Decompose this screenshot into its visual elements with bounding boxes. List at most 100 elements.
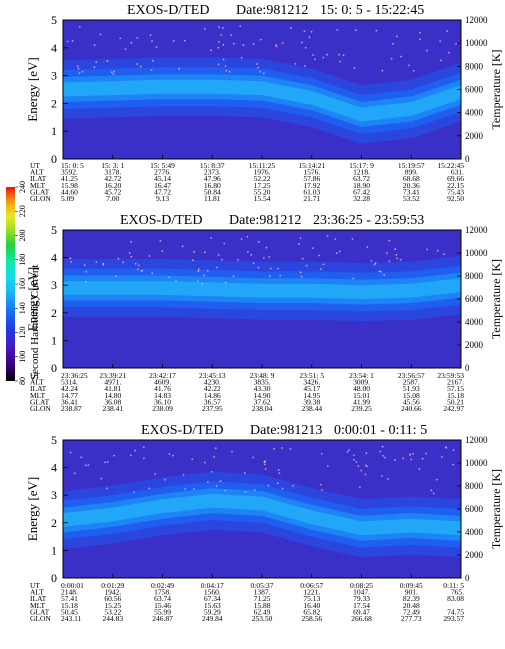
table-cell: 1221. xyxy=(303,588,320,597)
temperature-point xyxy=(244,491,247,493)
table-cell: 14.90 xyxy=(254,391,271,400)
temperature-point xyxy=(281,42,284,44)
temperature-point xyxy=(326,235,329,238)
table-cell: 237.95 xyxy=(202,404,223,413)
temperature-point xyxy=(151,40,153,42)
table-cell: 42.22 xyxy=(204,384,221,393)
temperature-point xyxy=(335,252,338,255)
panel-1-plot: 0 1 2 3 4 5 Energy [eV] 0 2000 4000 6000 8000 10000 1… xyxy=(25,13,503,203)
temperature-point xyxy=(448,51,450,54)
temperature-point xyxy=(303,30,306,32)
table-cell: 55.99 xyxy=(154,607,171,616)
colorbar-tick-label: 180 xyxy=(18,254,27,266)
table-row-label: UT xyxy=(30,581,40,590)
table-cell: 15.54 xyxy=(254,194,271,203)
temperature-point xyxy=(217,254,220,256)
temperature-point xyxy=(243,472,246,474)
table-cell: 63.72 xyxy=(353,174,370,183)
table-cell: 83.08 xyxy=(447,594,464,603)
table-cell: 62.49 xyxy=(254,607,271,616)
table-cell: 15: 0: 5 xyxy=(61,161,84,170)
table-cell: 15:22:45 xyxy=(437,161,464,170)
temperature-point xyxy=(124,48,127,51)
temperature-point xyxy=(299,237,302,240)
temperature-point xyxy=(164,478,167,481)
y-tick-label: 1 xyxy=(51,543,57,557)
temperature-point xyxy=(250,253,253,256)
table-cell: 253.50 xyxy=(252,614,273,623)
y2-tick-label: 2000 xyxy=(465,131,484,141)
temperature-point xyxy=(122,261,124,264)
table-cell: 2776. xyxy=(154,168,171,177)
table-row-label: ILAT xyxy=(30,594,47,603)
temperature-point xyxy=(380,270,382,273)
table-cell: 41.81 xyxy=(104,384,121,393)
table-row-label: GLON xyxy=(30,614,51,623)
temperature-point xyxy=(259,38,262,41)
temperature-point xyxy=(206,269,209,272)
temperature-point xyxy=(374,262,377,265)
panel-3-title-date: Date:981213 xyxy=(250,423,322,438)
y-axis-label: Energy [eV] xyxy=(25,477,40,541)
table-cell: 50.21 xyxy=(447,397,464,406)
table-cell: 47.72 xyxy=(154,187,171,196)
temperature-point xyxy=(408,64,410,67)
temperature-point xyxy=(114,275,117,278)
temperature-point xyxy=(310,30,313,33)
colorbar: 80 100 120 140 160 180 200 220 240 Second Harmon… xyxy=(6,181,41,385)
temperature-point xyxy=(339,60,342,63)
table-cell: 82.39 xyxy=(403,594,420,603)
y2-tick-label: 0 xyxy=(465,154,470,164)
table-cell: 15: 5:49 xyxy=(150,161,175,170)
table-cell: 36.08 xyxy=(104,397,121,406)
temperature-point xyxy=(277,267,279,270)
temperature-point xyxy=(305,264,308,267)
temperature-point xyxy=(308,36,311,39)
temperature-point xyxy=(213,455,216,458)
temperature-point xyxy=(222,58,225,61)
table-cell: 15.46 xyxy=(154,601,171,610)
temperature-point xyxy=(294,63,297,65)
temperature-point xyxy=(336,29,339,31)
temperature-point xyxy=(172,40,175,42)
y-tick-label: 3 xyxy=(51,278,57,292)
table-row-label: ALT xyxy=(30,378,44,387)
table-cell: 15:17: 9 xyxy=(349,161,374,170)
table-cell: 901. xyxy=(405,588,418,597)
colorbar-tick-label: 160 xyxy=(18,278,27,290)
temperature-point xyxy=(178,67,181,70)
temperature-point xyxy=(106,60,109,63)
table-cell: 11.81 xyxy=(204,194,221,203)
temperature-point xyxy=(273,447,275,450)
temperature-point xyxy=(222,27,225,29)
table-row-label: ALT xyxy=(30,168,44,177)
table-cell: 57.15 xyxy=(447,384,464,393)
temperature-point xyxy=(85,270,87,273)
table-cell: 0:06:57 xyxy=(300,581,323,590)
table-cell: 1047. xyxy=(353,588,370,597)
energy-band xyxy=(63,79,461,122)
temperature-point xyxy=(452,449,455,451)
temperature-point xyxy=(319,268,322,270)
temperature-point xyxy=(252,43,255,45)
table-cell: 15: 8:37 xyxy=(200,161,225,170)
temperature-point xyxy=(353,454,355,457)
temperature-point xyxy=(130,41,133,44)
temperature-point xyxy=(436,249,439,252)
temperature-point xyxy=(224,489,227,492)
y2-tick-label: 0 xyxy=(465,363,470,373)
y2-axis-label: Temperature [K] xyxy=(489,469,503,549)
table-cell: 0:04:17 xyxy=(201,581,224,590)
temperature-point xyxy=(231,450,233,453)
temperature-point xyxy=(87,464,90,466)
temperature-point xyxy=(221,258,223,261)
temperature-point xyxy=(278,472,281,474)
temperature-point xyxy=(263,461,266,463)
table-cell: 14.86 xyxy=(204,391,221,400)
temperature-point xyxy=(117,257,120,260)
table-cell: 74.75 xyxy=(447,607,464,616)
temperature-point xyxy=(95,261,98,263)
table-cell: 15.18 xyxy=(61,601,78,610)
table-cell: 23:56:57 xyxy=(398,371,425,380)
temperature-point xyxy=(268,275,271,277)
